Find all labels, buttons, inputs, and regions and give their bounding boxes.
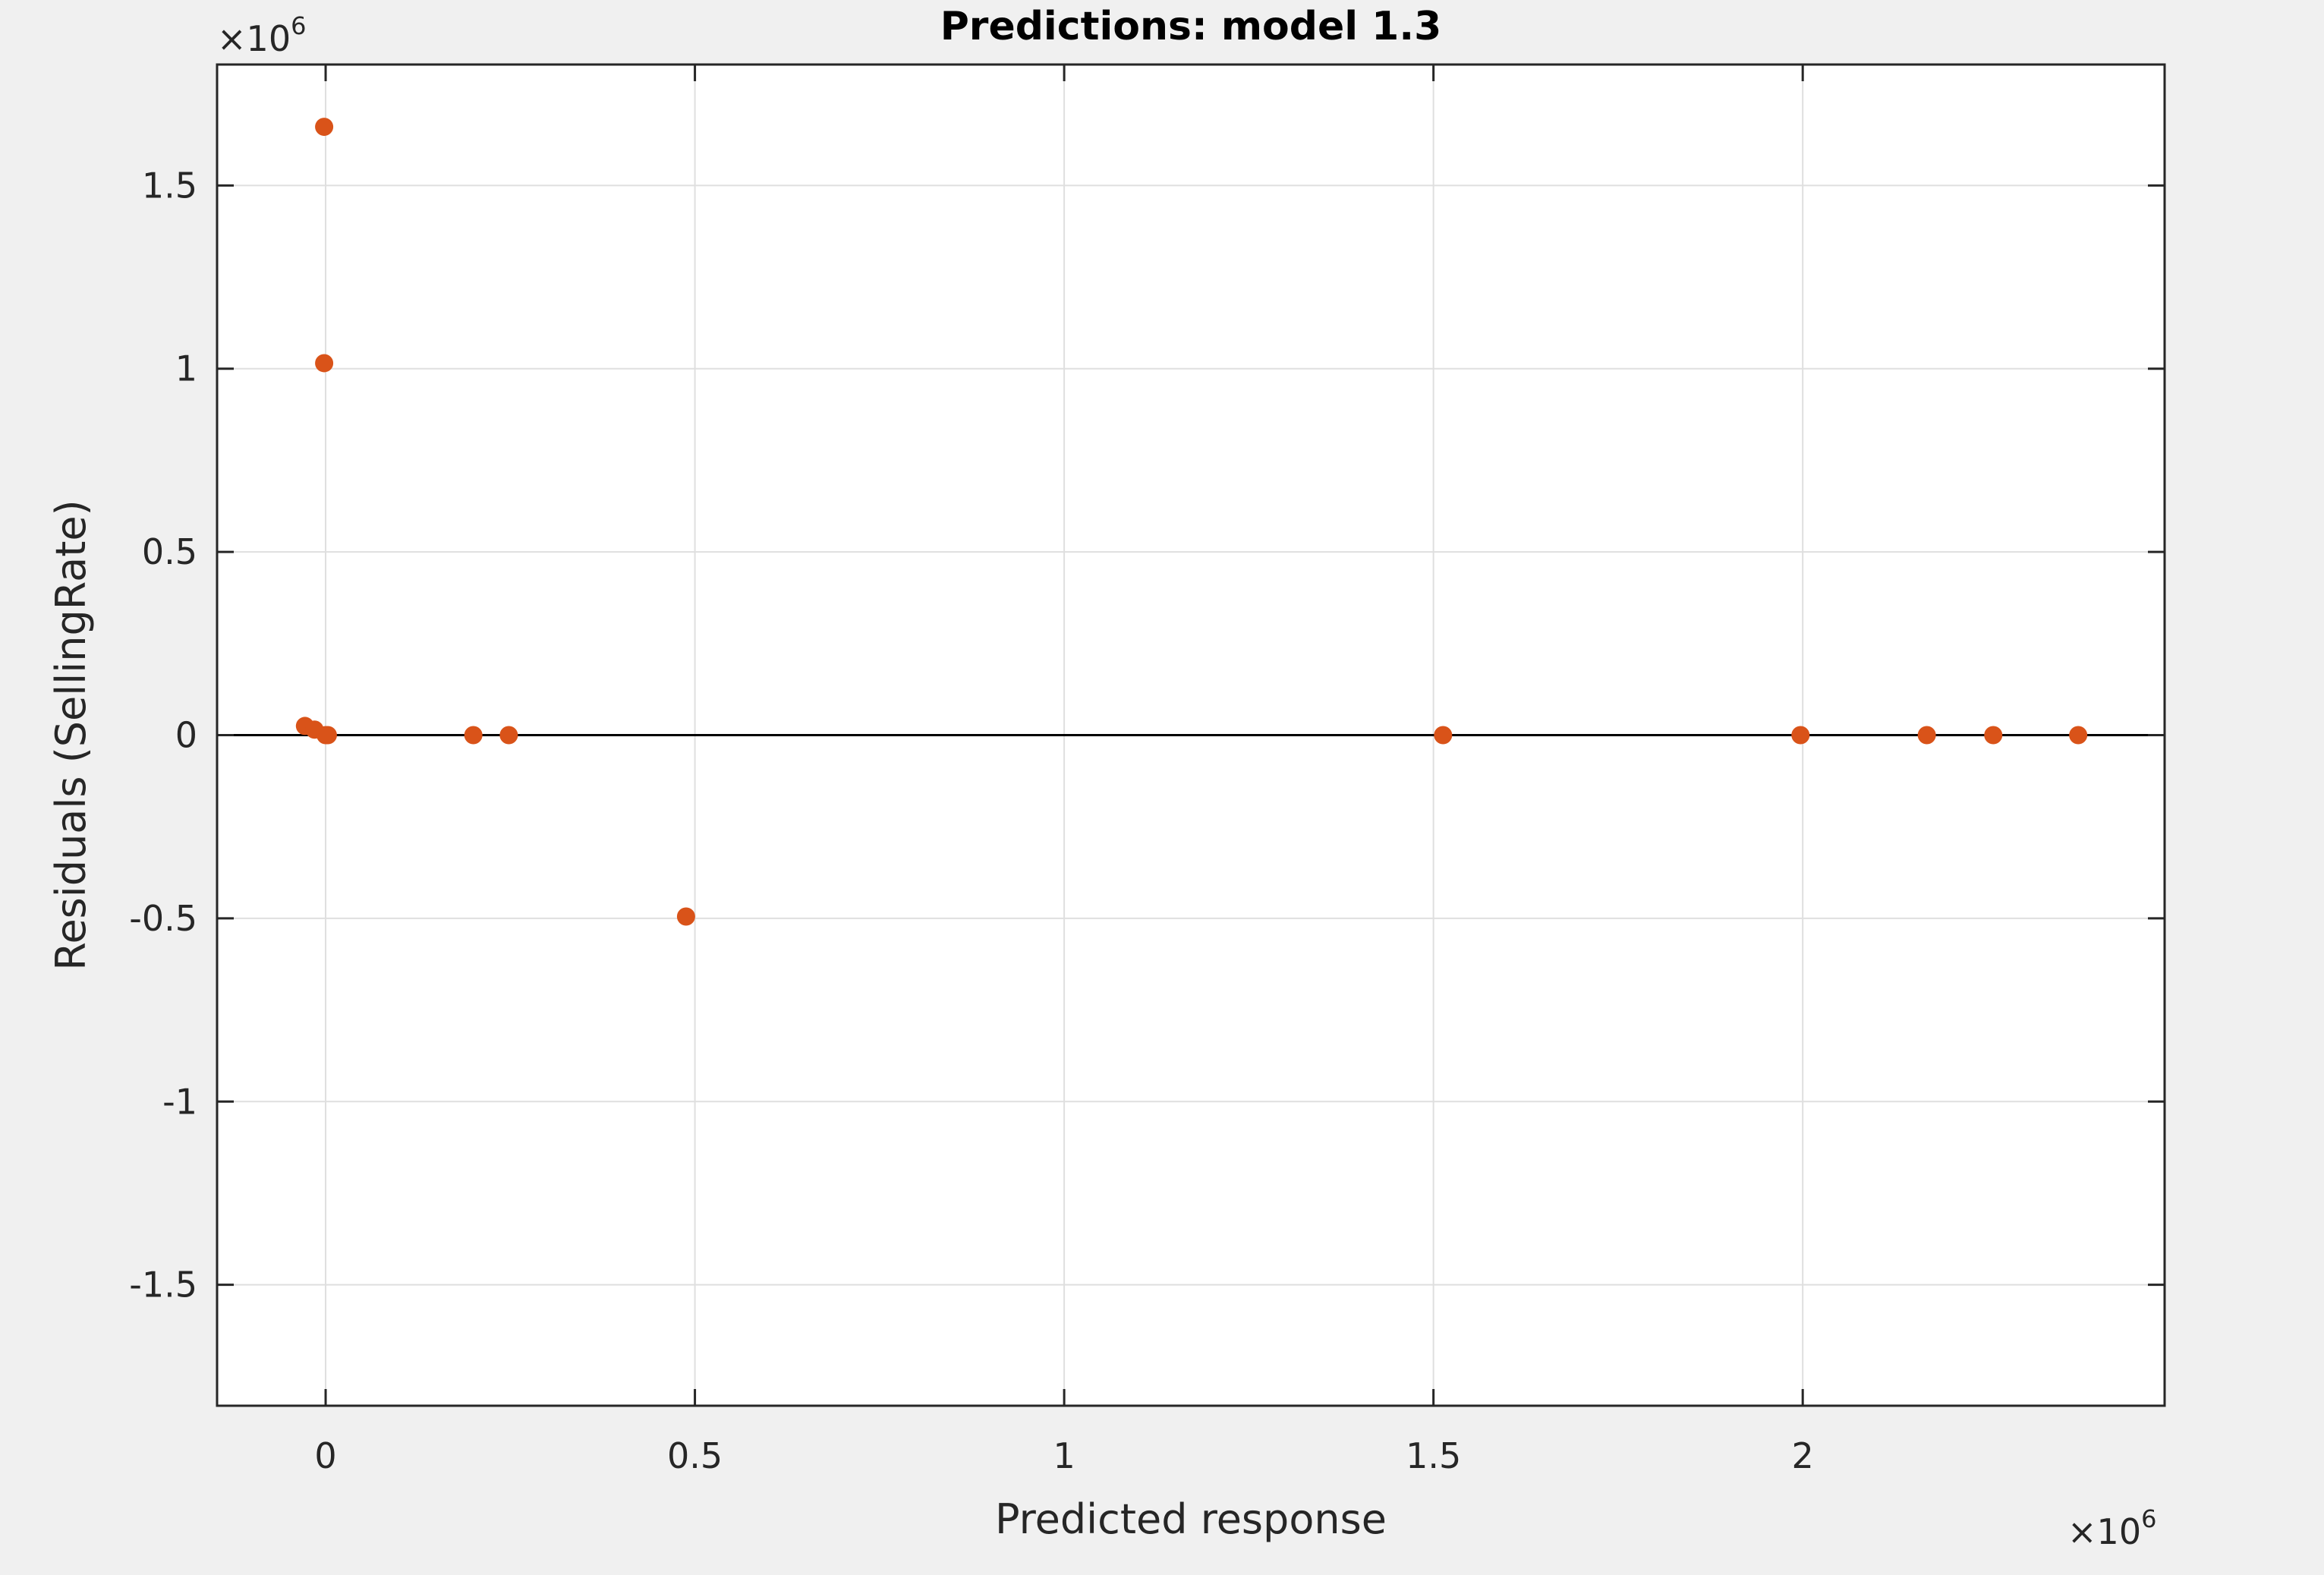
y-axis-exponent: ×106 (217, 11, 306, 59)
y-tick-label: -0.5 (129, 898, 197, 939)
x-exponent-prefix: × (2067, 1511, 2097, 1552)
y-exponent-base: 10 (247, 18, 291, 59)
grid (217, 65, 2165, 1406)
x-axis-exponent: ×106 (2067, 1504, 2156, 1552)
scatter-point (1791, 726, 1810, 745)
x-exponent-base: 10 (2097, 1511, 2142, 1552)
x-tick-label: 2 (1792, 1435, 1814, 1476)
x-tick-label: 1 (1053, 1435, 1075, 1476)
x-tick-label: 0 (314, 1435, 336, 1476)
plot-frame (216, 63, 2166, 1407)
scatter-point (1984, 726, 2003, 745)
scatter-point (1917, 726, 1936, 745)
y-tick-label: 1.5 (142, 165, 197, 206)
x-tick-labels: 0 0.5 1 1.5 2 (314, 1435, 1813, 1476)
y-exponent-prefix: × (217, 18, 247, 59)
y-tick-label: 0.5 (142, 531, 197, 572)
x-exponent-power: 6 (2141, 1504, 2156, 1533)
scatter-point (499, 726, 518, 745)
scatter-point (318, 726, 337, 745)
x-tick-label: 1.5 (1406, 1435, 1461, 1476)
y-tick-labels: -1.5 -1 -0.5 0 0.5 1 1.5 (129, 165, 197, 1305)
chart-title: Predictions: model 1.3 (940, 4, 1442, 49)
y-tick-label: -1.5 (129, 1265, 197, 1306)
y-tick-label: -1 (162, 1081, 197, 1122)
x-axis-label: Predicted response (995, 1495, 1387, 1543)
scatter-point (676, 907, 695, 926)
scatter-point (315, 354, 334, 373)
svg-text:×106: ×106 (217, 11, 306, 59)
y-tick-label: 0 (175, 715, 197, 756)
axis-ticks (217, 65, 2165, 1406)
scatter-point (315, 118, 334, 137)
x-tick-label: 0.5 (667, 1435, 723, 1476)
y-axis-label: Residuals (SellingRate) (47, 499, 95, 970)
y-exponent-power: 6 (291, 11, 306, 40)
y-tick-label: 1 (175, 348, 197, 389)
scatter-point (1434, 726, 1453, 745)
scatter-point (464, 726, 483, 745)
data-points (295, 118, 2088, 926)
svg-text:×106: ×106 (2067, 1504, 2156, 1552)
scatter-point (2069, 726, 2088, 745)
